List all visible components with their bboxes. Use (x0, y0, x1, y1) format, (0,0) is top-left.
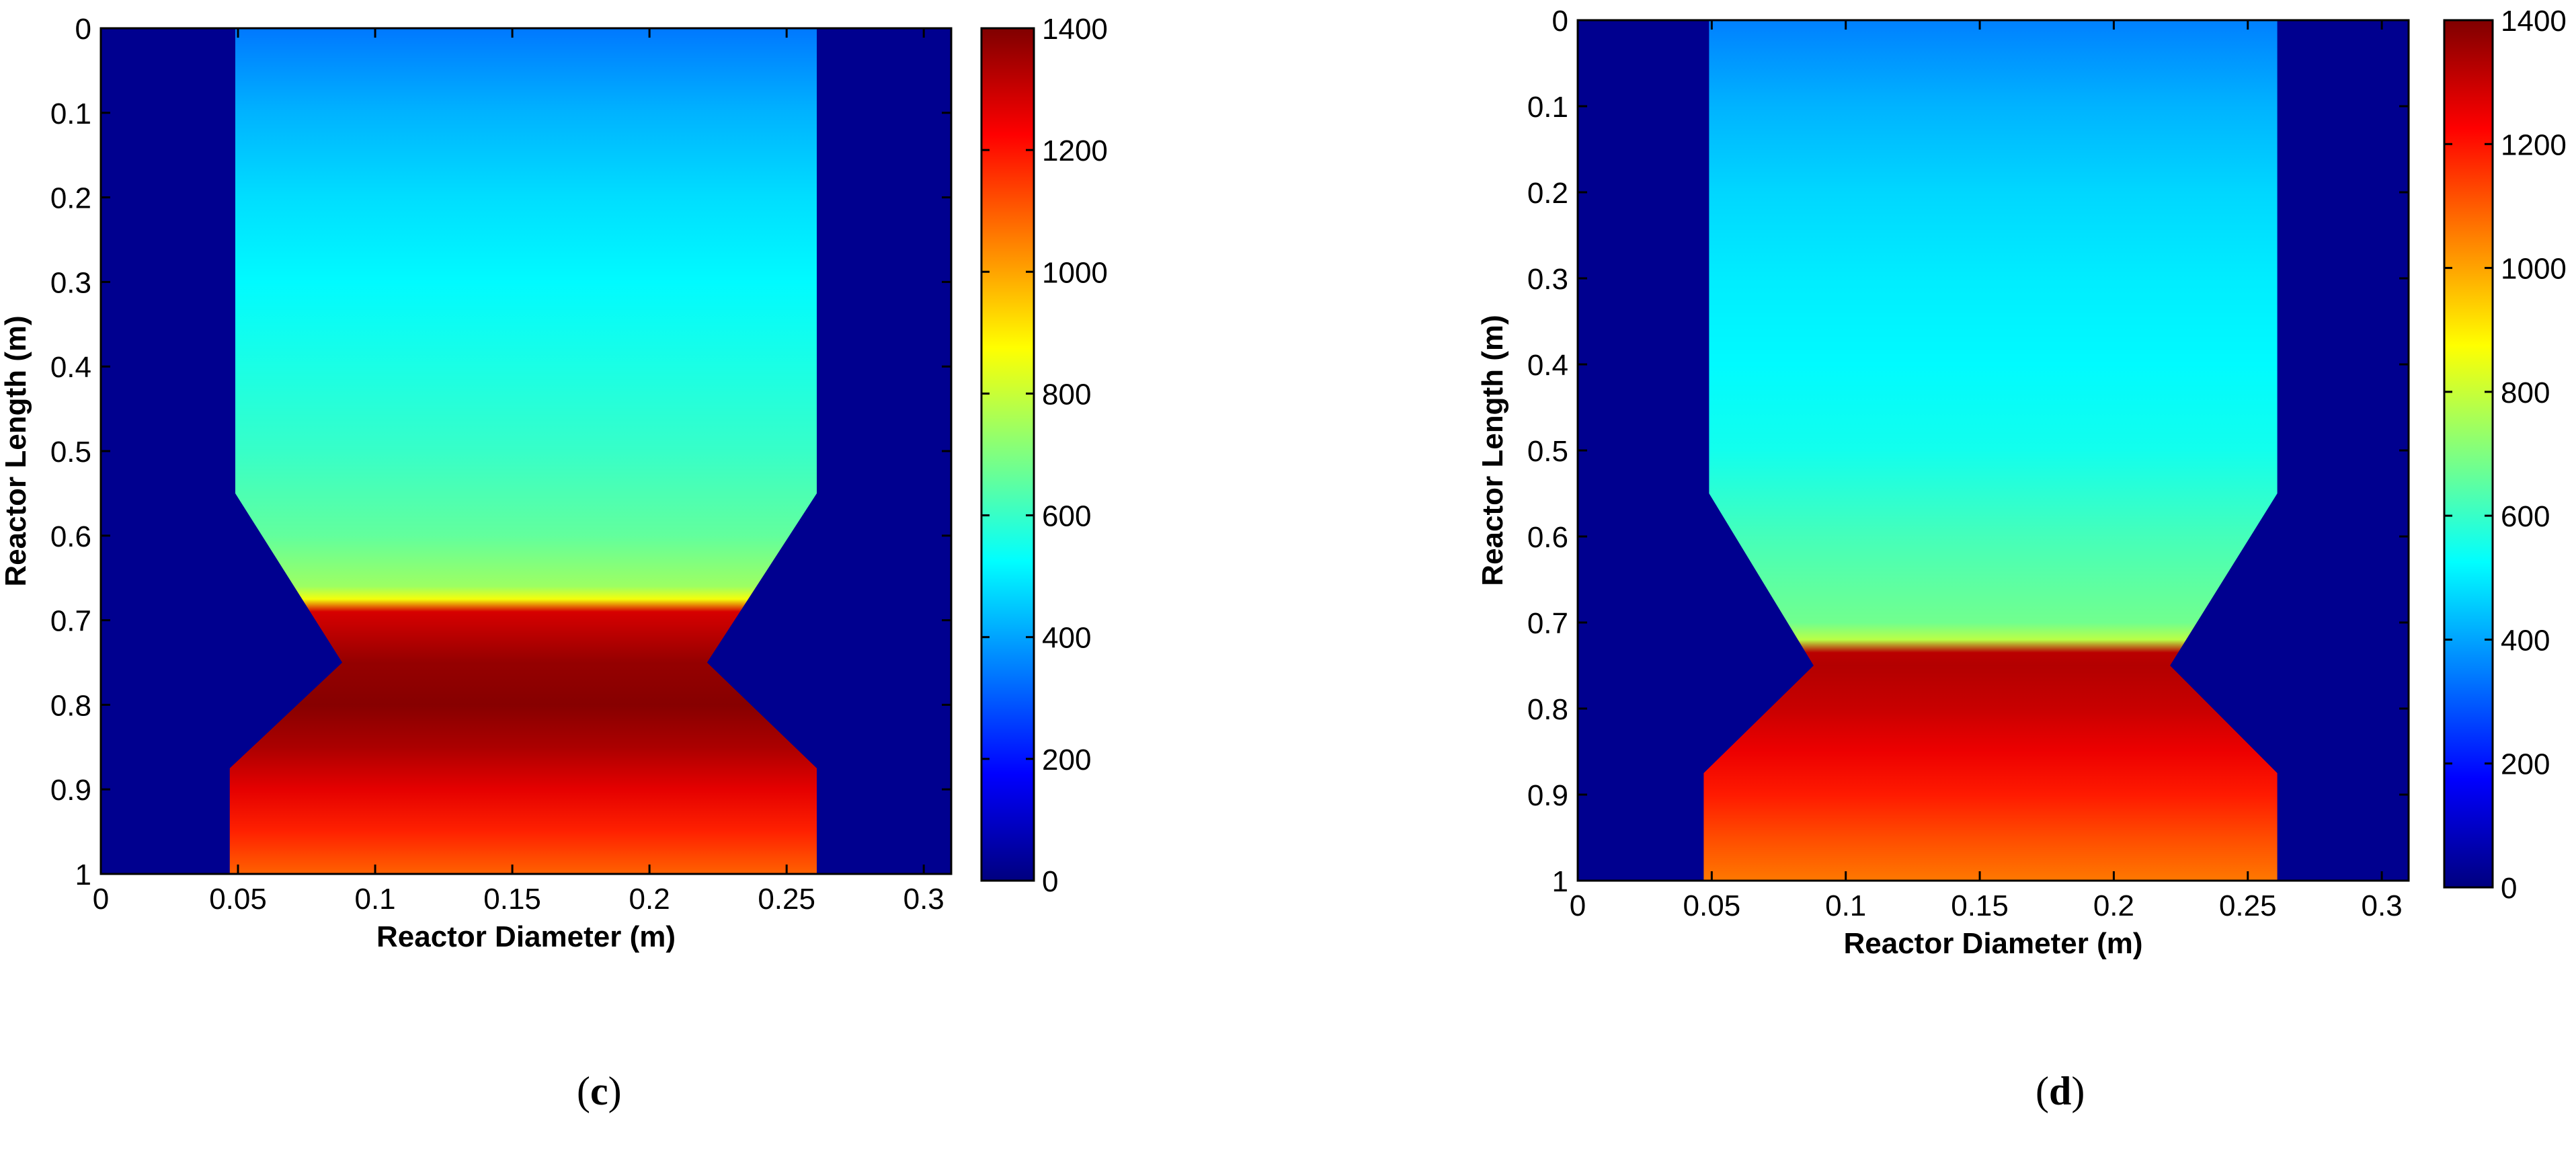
colorbar-frame (980, 27, 1035, 882)
y-tick-label: 0.6 (1527, 521, 1568, 554)
x-tick-label: 0.3 (2362, 889, 2403, 922)
panel-label-d: (d) (1995, 1022, 2085, 1161)
y-tick-label: 0.6 (50, 520, 91, 553)
colorbar-tick-label: 1200 (2501, 128, 2567, 161)
colorbar-tick-label: 400 (2501, 624, 2550, 657)
y-tick-label: 0.7 (1527, 607, 1568, 640)
y-tick-label: 0.5 (1527, 435, 1568, 468)
colorbar-tick-label: 200 (1042, 744, 1091, 776)
x-tick-label: 0.05 (1683, 889, 1741, 922)
colorbar-tick-label: 1000 (1042, 256, 1108, 289)
colorbar-tick-label: 800 (1042, 378, 1091, 411)
colorbar-tick-label: 0 (2501, 872, 2517, 905)
x-tick-label: 0.3 (903, 883, 944, 916)
x-tick-label: 0.05 (209, 883, 267, 916)
colorbar-frame (2443, 19, 2494, 889)
colorbar (981, 28, 1034, 881)
x-tick-label: 0 (93, 883, 109, 916)
y-tick-label: 0.4 (50, 351, 91, 384)
y-tick-label: 0.2 (1527, 177, 1568, 210)
panel-label-open: ( (577, 1069, 590, 1113)
colorbar-tick-label: 0 (1042, 865, 1058, 898)
x-tick-label: 0.1 (354, 883, 395, 916)
x-tick-label: 0.15 (483, 883, 541, 916)
x-tick-label: 0.25 (2219, 889, 2277, 922)
colorbar-tick-label: 1000 (2501, 253, 2567, 286)
y-tick-label: 1 (75, 858, 91, 891)
panel-label-open: ( (2036, 1069, 2049, 1113)
figure: 0 0.1 0.2 0.3 0.4 0.5 0.6 0.7 0.8 0.9 1 0 0.05 0.1 0.1… (0, 5, 2567, 1113)
y-tick-label: 1 (1552, 865, 1568, 898)
y-tick-label: 0.9 (1527, 779, 1568, 812)
y-axis-label: Reactor Length (m) (0, 315, 32, 586)
x-tick-label: 0 (1570, 889, 1586, 922)
colorbar (2444, 20, 2493, 887)
colorbar-tick-label: 800 (2501, 376, 2550, 409)
reactor-temperature-field (229, 28, 817, 874)
y-axis-label: Reactor Length (m) (1476, 315, 1509, 586)
y-tick-label: 0 (1552, 5, 1568, 38)
chart-panel-c: 00.10.20.30.40.50.60.70.80.910 0.05 0.1 0.1… (0, 13, 1108, 953)
y-tick-label: 0 (75, 13, 91, 46)
panel-label-c: (c) (536, 1022, 622, 1161)
colorbar-tick-label: 600 (2501, 500, 2550, 533)
colorbar-tick-label: 1400 (1042, 13, 1108, 46)
y-tick-label: 0.7 (50, 605, 91, 638)
x-tick-label: 0.15 (1951, 889, 2009, 922)
chart-panel-d: 00.10.20.30.40.50.60.70.80.910 0.05 0.1 0.1… (1476, 5, 2567, 960)
y-tick-label: 0.3 (1527, 263, 1568, 296)
y-tick-label: 0.8 (1527, 693, 1568, 726)
y-tick-label: 0.1 (50, 97, 91, 130)
y-tick-label: 0.2 (50, 182, 91, 215)
y-tick-label: 0.3 (50, 266, 91, 299)
colorbar-tick-label: 1400 (2501, 5, 2567, 38)
colorbar-tick-label: 200 (2501, 748, 2550, 781)
reactor-temperature-field (1703, 20, 2278, 881)
panel-label-letter: d (2048, 1069, 2072, 1113)
x-axis-label: Reactor Diameter (m) (376, 920, 676, 953)
y-tick-label: 0.1 (1527, 91, 1568, 124)
x-tick-label: 0.2 (2093, 889, 2134, 922)
y-tick-label: 0.4 (1527, 349, 1568, 382)
colorbar-tick-label: 600 (1042, 500, 1091, 533)
x-tick-label: 0.1 (1825, 889, 1866, 922)
y-tick-label: 0.8 (50, 689, 91, 722)
x-tick-label: 0.2 (629, 883, 670, 916)
x-axis-label: Reactor Diameter (m) (1843, 927, 2142, 960)
colorbar-tick-label: 400 (1042, 622, 1091, 655)
panel-label-letter: c (590, 1069, 608, 1113)
x-tick-label: 0.25 (758, 883, 815, 916)
panel-label-close: ) (608, 1069, 622, 1113)
figure-svg: 00.10.20.30.40.50.60.70.80.910 0.05 0.1 0.1… (0, 5, 2567, 960)
colorbar-tick-label: 1200 (1042, 134, 1108, 167)
y-tick-label: 0.9 (50, 774, 91, 807)
y-tick-label: 0.5 (50, 436, 91, 469)
panel-label-close: ) (2071, 1069, 2085, 1113)
